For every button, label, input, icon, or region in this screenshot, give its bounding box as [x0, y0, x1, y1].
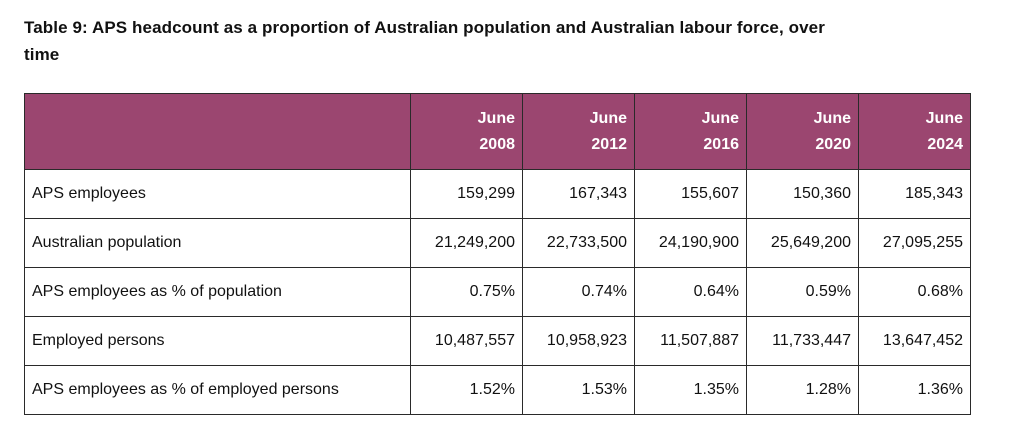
- aps-headcount-table: June 2008 June 2012 June 2016 June 2020 …: [24, 93, 971, 415]
- table-cell: 10,958,923: [522, 316, 635, 366]
- row-label: APS employees as % of employed persons: [24, 365, 411, 415]
- row-label: APS employees: [24, 169, 411, 219]
- table-title: Table 9: APS headcount as a proportion o…: [24, 18, 825, 64]
- column-header: June 2020: [746, 93, 859, 170]
- table-cell: 22,733,500: [522, 218, 635, 268]
- table-row: APS employees 159,299 167,343 155,607 15…: [24, 169, 971, 219]
- column-header-month: June: [701, 109, 739, 127]
- table-cell: 1.35%: [634, 365, 747, 415]
- column-header-month: June: [925, 109, 963, 127]
- header-row: June 2008 June 2012 June 2016 June 2020 …: [24, 93, 971, 170]
- table-cell: 25,649,200: [746, 218, 859, 268]
- table-cell: 0.68%: [858, 267, 971, 317]
- table-cell: 1.36%: [858, 365, 971, 415]
- header-cell-empty: [24, 93, 411, 170]
- table-cell: 185,343: [858, 169, 971, 219]
- table-cell: 0.74%: [522, 267, 635, 317]
- column-header: June 2024: [858, 93, 971, 170]
- table-cell: 13,647,452: [858, 316, 971, 366]
- table-cell: 0.59%: [746, 267, 859, 317]
- column-header-month: June: [589, 109, 627, 127]
- column-header-year: 2024: [927, 135, 963, 153]
- table-cell: 21,249,200: [410, 218, 523, 268]
- table-cell: 155,607: [634, 169, 747, 219]
- column-header: June 2012: [522, 93, 635, 170]
- column-header-year: 2020: [815, 135, 851, 153]
- table-cell: 11,507,887: [634, 316, 747, 366]
- table-cell: 150,360: [746, 169, 859, 219]
- table-cell: 1.28%: [746, 365, 859, 415]
- column-header-month: June: [813, 109, 851, 127]
- table-row: APS employees as % of population 0.75% 0…: [24, 267, 971, 317]
- table-cell: 1.52%: [410, 365, 523, 415]
- row-label: Employed persons: [24, 316, 411, 366]
- column-header-month: June: [477, 109, 515, 127]
- table-cell: 10,487,557: [410, 316, 523, 366]
- column-header: June 2016: [634, 93, 747, 170]
- column-header-year: 2012: [591, 135, 627, 153]
- table-cell: 24,190,900: [634, 218, 747, 268]
- table-cell: 0.75%: [410, 267, 523, 317]
- column-header-year: 2008: [479, 135, 515, 153]
- table-cell: 0.64%: [634, 267, 747, 317]
- table-row: APS employees as % of employed persons 1…: [24, 365, 971, 415]
- column-header-year: 2016: [703, 135, 739, 153]
- row-label: Australian population: [24, 218, 411, 268]
- table-cell: 159,299: [410, 169, 523, 219]
- column-header: June 2008: [410, 93, 523, 170]
- table-cell: 167,343: [522, 169, 635, 219]
- table-row: Australian population 21,249,200 22,733,…: [24, 218, 971, 268]
- table-cell: 27,095,255: [858, 218, 971, 268]
- table-cell: 11,733,447: [746, 316, 859, 366]
- row-label: APS employees as % of population: [24, 267, 411, 317]
- table-row: Employed persons 10,487,557 10,958,923 1…: [24, 316, 971, 366]
- table-cell: 1.53%: [522, 365, 635, 415]
